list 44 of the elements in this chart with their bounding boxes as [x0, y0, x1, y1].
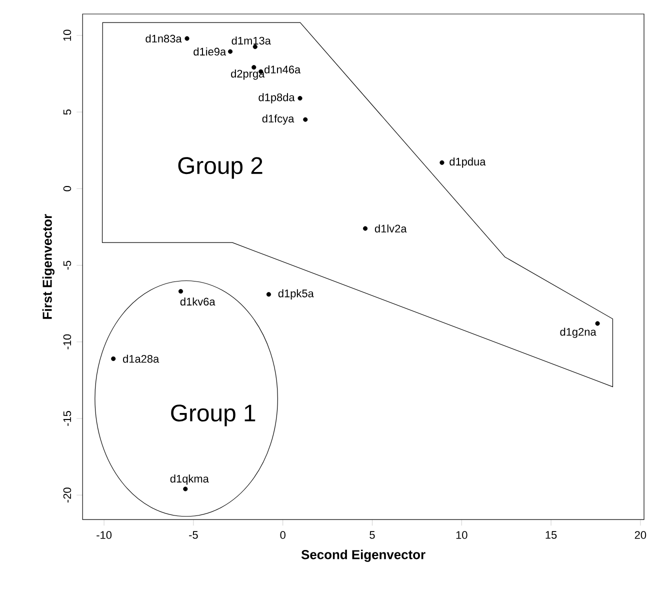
x-tick-label: 20: [634, 531, 646, 539]
y-tick-label: 5: [63, 109, 72, 115]
annotation: d1qkma: [170, 474, 209, 485]
annotation: d1pdua: [450, 158, 486, 168]
annotation: d1fcya: [262, 114, 294, 125]
annotation: d2prga: [231, 70, 265, 80]
annotation: d1pk5a: [278, 289, 314, 300]
annotation: Group 2: [178, 157, 262, 179]
x-tick-label: 5: [370, 531, 375, 539]
y-tick-label: -15: [63, 411, 72, 426]
point: [252, 65, 256, 70]
y-tick-label: -20: [63, 488, 72, 503]
point: [298, 96, 302, 101]
annotation: d1ie9a: [194, 48, 226, 56]
annotation: d1g2na: [560, 328, 596, 338]
point: [440, 160, 444, 165]
y-tick-label: 10: [63, 30, 72, 41]
point: [228, 49, 233, 54]
point: [178, 289, 184, 294]
y-tick-label: -5: [63, 260, 72, 270]
annotation: Group 1: [171, 404, 256, 426]
annotation: d1p8da: [258, 93, 295, 104]
point: [362, 226, 368, 231]
y-axis-title: First Eigenvector: [42, 214, 54, 319]
annotation: d1n46a: [264, 65, 301, 74]
annotation: d1m13a: [232, 36, 271, 45]
y-tick-label: -10: [63, 334, 72, 350]
x-axis-title: Second Eigenvector: [301, 550, 426, 562]
x-tick-label: -10: [96, 531, 112, 539]
x-tick-label: -5: [189, 531, 198, 539]
point: [183, 486, 188, 492]
annotation: d1n83a: [146, 34, 182, 43]
annotation: d1a28a: [123, 354, 160, 363]
point: [184, 36, 190, 41]
point: [303, 117, 308, 122]
x-tick-label: 10: [456, 531, 468, 539]
x-tick-label: 0: [280, 531, 286, 539]
y-tick-label: 0: [63, 186, 72, 192]
x-tick-label: 15: [546, 531, 557, 539]
annotation: d1kv6a: [180, 298, 216, 306]
point: [595, 321, 600, 326]
annotation: d1lv2a: [374, 224, 407, 233]
point: [266, 292, 272, 297]
point: [111, 356, 116, 362]
